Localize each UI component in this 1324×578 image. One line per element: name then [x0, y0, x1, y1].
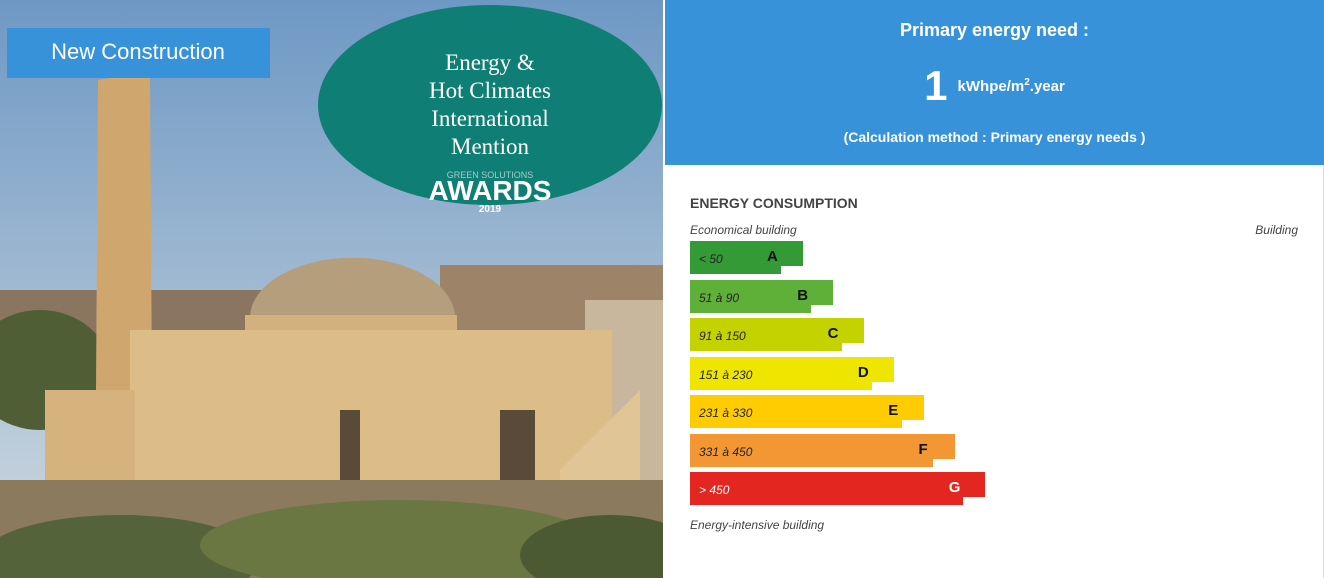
- class-letter: G: [949, 479, 961, 496]
- award-line: Mention: [451, 134, 529, 159]
- class-range: 331 à 450: [699, 445, 752, 459]
- energy-class: > 450 G: [690, 472, 985, 505]
- class-tab: [894, 395, 924, 420]
- unit-suffix: .year: [1030, 78, 1065, 95]
- energy-header: Primary energy need : 1 kWhpe/m2.year (Ca…: [665, 0, 1324, 165]
- class-letter: C: [828, 325, 839, 342]
- class-letter: E: [888, 402, 898, 419]
- scale-top-right: Building: [1255, 223, 1298, 237]
- unit: kWhpe/m: [958, 78, 1025, 95]
- class-range: > 450: [699, 483, 729, 497]
- energy-unit: kWhpe/m2.year: [958, 78, 1065, 95]
- energy-class: 331 à 450 F: [690, 434, 955, 467]
- class-letter: F: [919, 441, 928, 458]
- award-line: International: [431, 106, 549, 131]
- energy-panel: Primary energy need : 1 kWhpe/m2.year (Ca…: [665, 0, 1324, 578]
- energy-class: 51 à 90 B: [690, 280, 833, 313]
- award-line: Hot Climates: [429, 78, 551, 103]
- scale-title: ENERGY CONSUMPTION: [690, 195, 858, 211]
- energy-value-row: 1 kWhpe/m2.year: [665, 62, 1324, 110]
- class-tab: [925, 434, 955, 459]
- energy-class: 231 à 330 E: [690, 395, 924, 428]
- class-letter: D: [858, 364, 869, 381]
- page: New Construction Energy & Hot Climates Int…: [0, 0, 1324, 578]
- award-title: AWARDS: [429, 175, 552, 206]
- award-year: 2019: [479, 204, 502, 215]
- class-letter: B: [797, 287, 808, 304]
- class-range: 231 à 330: [699, 406, 752, 420]
- header-title: Primary energy need :: [665, 20, 1324, 41]
- energy-value: 1: [924, 62, 947, 109]
- class-bar: [690, 472, 963, 505]
- calculation-method: (Calculation method : Primary energy nee…: [665, 129, 1324, 145]
- project-photo: New Construction Energy & Hot Climates Int…: [0, 0, 663, 578]
- award-line: Energy &: [445, 50, 535, 75]
- class-range: < 50: [699, 252, 723, 266]
- energy-class: 91 à 150 C: [690, 318, 864, 351]
- energy-class: 151 à 230 D: [690, 357, 894, 390]
- class-range: 51 à 90: [699, 291, 739, 305]
- class-letter: A: [767, 248, 778, 265]
- scale-bottom: Energy-intensive building: [690, 518, 824, 532]
- class-range: 151 à 230: [699, 368, 752, 382]
- class-range: 91 à 150: [699, 329, 746, 343]
- scale-top-left: Economical building: [690, 223, 797, 237]
- energy-class: < 50 A: [690, 241, 803, 274]
- category-badge: New Construction: [51, 39, 225, 64]
